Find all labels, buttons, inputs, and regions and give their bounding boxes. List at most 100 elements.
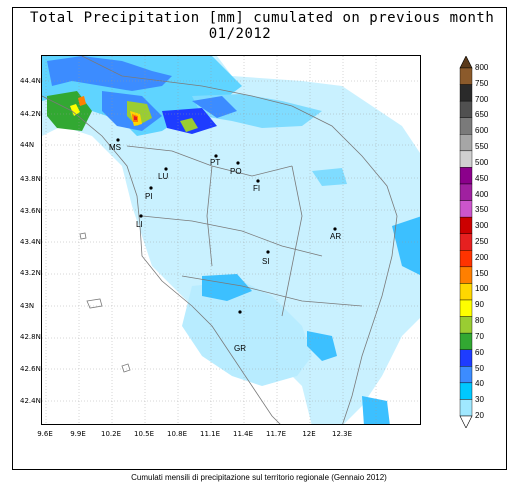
province-boundary bbox=[206, 165, 213, 267]
legend-label: 150 bbox=[475, 268, 489, 278]
legend-label: 200 bbox=[475, 252, 489, 262]
city-marker-po bbox=[236, 161, 240, 165]
figure-caption: Cumulati mensili di precipitazione sul t… bbox=[131, 473, 387, 482]
legend-label: 60 bbox=[475, 347, 484, 357]
legend-swatch bbox=[459, 332, 473, 350]
color-bar bbox=[459, 56, 473, 428]
precip-area-blue bbox=[192, 96, 237, 118]
legend-arrow-top bbox=[459, 56, 473, 69]
precip-area-high bbox=[78, 96, 86, 106]
regional-boundary bbox=[81, 56, 398, 424]
x-tick-label: 12.3E bbox=[331, 430, 352, 438]
city-marker-lu bbox=[164, 167, 168, 171]
city-label-li: LI bbox=[136, 220, 143, 229]
precip-area-blue bbox=[47, 56, 172, 91]
city-label-lu: LU bbox=[158, 172, 169, 181]
map-canvas bbox=[42, 56, 420, 424]
map-title: Total Precipitation [mm] cumulated on pr… bbox=[30, 10, 495, 42]
legend-swatch bbox=[459, 150, 473, 168]
y-tick-label: 42.4N bbox=[20, 397, 41, 405]
precip-area-light bbox=[42, 56, 420, 424]
province-boundary bbox=[181, 275, 363, 307]
legend-label: 700 bbox=[475, 94, 489, 104]
legend-label: 40 bbox=[475, 379, 484, 389]
precipitation-fields bbox=[42, 56, 420, 424]
city-label-pt: PT bbox=[210, 158, 221, 167]
legend-arrow-bottom bbox=[459, 415, 473, 428]
x-tick-label: 10.8E bbox=[166, 430, 187, 438]
province-boundary bbox=[281, 165, 303, 317]
x-tick-label: 12E bbox=[302, 430, 316, 438]
legend-label: 800 bbox=[475, 63, 489, 72]
city-label-gr: GR bbox=[234, 344, 246, 353]
city-marker-ar bbox=[333, 227, 337, 231]
graticule bbox=[42, 56, 420, 424]
legend-label: 80 bbox=[475, 316, 484, 326]
x-tick-label: 10.2E bbox=[100, 430, 121, 438]
x-tick-label: 9.6E bbox=[37, 430, 53, 438]
city-marker-fi bbox=[256, 179, 260, 183]
city-label-fi: FI bbox=[253, 184, 261, 193]
y-tick-label: 43.8N bbox=[20, 175, 41, 183]
legend-swatch bbox=[459, 84, 473, 102]
legend-label: 300 bbox=[475, 221, 489, 231]
legend-label: 20 bbox=[475, 411, 484, 420]
y-tick-label: 42.6N bbox=[20, 365, 41, 373]
color-legend: 800 750 700 650 600 550 500 450 400 350 300 250 200 1… bbox=[458, 56, 518, 428]
legend-swatch bbox=[459, 216, 473, 234]
city-marker-pi bbox=[149, 186, 153, 190]
y-tick-label: 42.8N bbox=[20, 333, 41, 341]
legend-label: 350 bbox=[475, 205, 489, 215]
precip-area-medium bbox=[392, 216, 420, 275]
city-marker-ms bbox=[116, 138, 120, 142]
legend-label: 70 bbox=[475, 331, 484, 341]
legend-swatch bbox=[459, 382, 473, 400]
legend-label: 50 bbox=[475, 363, 484, 373]
x-tick-label: 11.1E bbox=[199, 430, 220, 438]
city-label-po: PO bbox=[230, 167, 242, 176]
legend-swatch bbox=[459, 167, 473, 185]
precip-area-green bbox=[180, 118, 198, 132]
precip-area-light bbox=[182, 281, 312, 386]
y-tick-label: 43.2N bbox=[20, 269, 41, 277]
island-capraia bbox=[79, 232, 87, 240]
legend-label: 400 bbox=[475, 189, 489, 199]
legend-label: 650 bbox=[475, 110, 489, 120]
x-tick-label: 9.9E bbox=[70, 430, 86, 438]
legend-label: 450 bbox=[475, 173, 489, 183]
legend-swatch bbox=[459, 399, 473, 417]
legend-swatch bbox=[459, 183, 473, 201]
y-tick-label: 44.4N bbox=[20, 77, 41, 85]
precip-area-medium bbox=[307, 331, 337, 361]
x-tick-label: 11.4E bbox=[232, 430, 253, 438]
city-marker-li bbox=[139, 214, 143, 218]
y-tick-label: 43N bbox=[20, 302, 35, 310]
legend-swatch bbox=[459, 366, 473, 384]
legend-swatch bbox=[459, 316, 473, 334]
island-giglio bbox=[121, 363, 131, 373]
y-tick-label: 44.2N bbox=[20, 110, 41, 118]
legend-swatch bbox=[459, 233, 473, 251]
legend-swatch bbox=[459, 283, 473, 301]
legend-swatch bbox=[459, 117, 473, 135]
title-line-2: 01/2012 bbox=[208, 26, 272, 42]
x-tick-label: 11.7E bbox=[265, 430, 286, 438]
coastline bbox=[42, 95, 281, 424]
legend-label: 30 bbox=[475, 395, 484, 405]
city-markers bbox=[116, 138, 337, 314]
city-marker-pt bbox=[214, 154, 218, 158]
legend-swatch bbox=[459, 200, 473, 218]
legend-label: 90 bbox=[475, 300, 484, 310]
city-marker-gr bbox=[238, 310, 242, 314]
city-label-ms: MS bbox=[109, 143, 121, 152]
legend-label: 550 bbox=[475, 142, 489, 152]
y-tick-label: 44N bbox=[20, 141, 35, 149]
title-line-1: Total Precipitation [mm] cumulated on pr… bbox=[30, 10, 495, 26]
city-marker-si bbox=[266, 250, 270, 254]
legend-swatch bbox=[459, 349, 473, 367]
legend-label: 250 bbox=[475, 237, 489, 246]
city-label-ar: AR bbox=[330, 232, 342, 241]
legend-label: 750 bbox=[475, 78, 489, 88]
precip-area-medium bbox=[202, 274, 252, 301]
y-tick-label: 43.4N bbox=[20, 238, 41, 246]
